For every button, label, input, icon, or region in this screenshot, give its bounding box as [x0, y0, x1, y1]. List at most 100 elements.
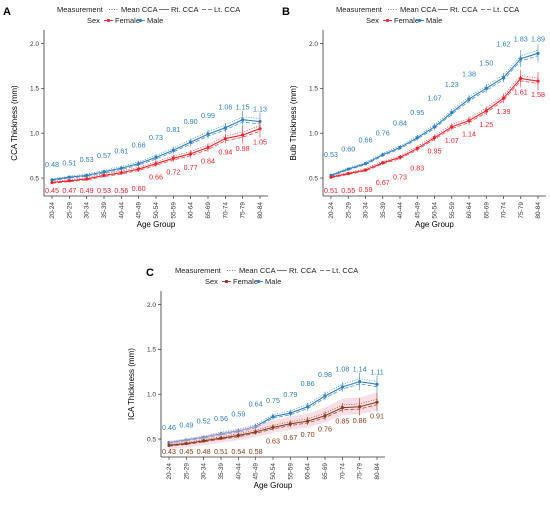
male-point: [340, 385, 344, 389]
female-point: [484, 109, 488, 113]
male-point: [206, 132, 210, 136]
male-point: [536, 51, 540, 55]
female-point: [432, 136, 437, 140]
female-data-label: 0.59: [359, 185, 373, 194]
x-tick-label: 55-59: [287, 463, 294, 480]
x-tick-label: 65-69: [205, 202, 212, 219]
female-point: [381, 161, 385, 165]
x-tick-label: 75-79: [518, 202, 525, 219]
female-data-label: 0.84: [201, 157, 215, 166]
female-data-label: 0.60: [132, 184, 146, 193]
x-tick-label: 55-59: [449, 202, 456, 219]
legend-measurement-item: Rt. CCA: [450, 5, 478, 14]
female-point: [236, 433, 240, 438]
panel-A: A Measurement Mean CCA Rt. CCA Lt. CCA Sex Fem…: [3, 5, 268, 229]
female-point: [85, 177, 89, 181]
y-tick-label: 1.0: [147, 391, 156, 398]
x-tick-label: 70-74: [501, 202, 508, 219]
male-data-label: 0.76: [376, 129, 390, 138]
male-point: [154, 155, 158, 160]
female-point: [271, 425, 275, 429]
x-tick-label: 60-64: [188, 202, 195, 219]
female-data-label: 0.70: [301, 430, 315, 439]
y-tick-label: 2.0: [309, 41, 318, 48]
legend-sex-item: Female: [233, 277, 258, 286]
female-point: [206, 145, 210, 150]
male-point: [223, 126, 227, 130]
male-data-label: 0.95: [410, 108, 424, 117]
male-data-label: 1.11: [370, 367, 383, 376]
male-data-label: 1.14: [353, 365, 367, 374]
female-data-label: 0.73: [393, 172, 407, 181]
male-point: [398, 145, 402, 150]
female-data-label: 1.39: [497, 107, 511, 116]
x-tick-label: 70-74: [339, 463, 346, 480]
male-point: [184, 438, 188, 442]
legend-sex-marker: [138, 18, 143, 23]
legend-measurement-item: Mean CCA: [121, 5, 158, 14]
y-tick-label: 1.0: [309, 130, 318, 137]
male-data-label: 0.61: [114, 147, 128, 156]
legend-measurement-item: Rt. CCA: [289, 266, 317, 275]
male-point: [254, 424, 258, 429]
male-point: [358, 380, 362, 384]
male-data-label: 1.38: [462, 69, 476, 78]
female-point: [184, 441, 188, 446]
male-data-label: 0.59: [231, 409, 245, 418]
x-tick-label: 40-44: [235, 463, 242, 480]
male-data-label: 1.13: [253, 105, 267, 114]
legend-sex-title: Sex: [366, 16, 379, 25]
x-axis-title: Age Group: [415, 220, 454, 229]
male-point: [450, 110, 454, 115]
male-point: [288, 411, 292, 415]
female-point: [219, 436, 223, 440]
female-data-label: 0.45: [45, 186, 59, 195]
female-point: [346, 171, 350, 176]
male-point: [467, 97, 471, 101]
male-point: [363, 162, 368, 166]
x-tick-label: 30-34: [201, 463, 208, 480]
male-data-label: 0.81: [166, 125, 180, 134]
female-point: [450, 125, 454, 129]
male-point: [381, 153, 385, 157]
legend-sex-title: Sex: [205, 277, 218, 286]
female-point: [329, 175, 333, 179]
male-data-label: 0.52: [197, 417, 211, 426]
y-tick-label: 2.0: [147, 302, 156, 309]
female-data-label: 1.14: [462, 130, 476, 139]
male-data-label: 1.50: [479, 59, 493, 68]
male-point: [519, 57, 523, 61]
female-point: [189, 152, 193, 156]
x-axis-title: Age Group: [254, 481, 293, 490]
female-ci-band: [169, 392, 377, 450]
legend-measurement-item: Rt. CCA: [171, 5, 199, 14]
female-data-label: 0.91: [370, 411, 384, 420]
x-tick-label: 75-79: [357, 463, 364, 480]
legend-sex-item: Male: [147, 16, 163, 25]
x-tick-label: 25-29: [183, 463, 190, 480]
legend-measurement-title: Measurement: [175, 266, 222, 275]
female-point: [375, 400, 379, 404]
male-data-label: 1.08: [335, 365, 349, 374]
panel-B: B Measurement Mean CCA Rt. CCA Lt. CCA Sex Fem…: [282, 5, 546, 229]
y-tick-label: 0.5: [147, 436, 156, 443]
male-data-label: 0.46: [162, 423, 176, 432]
x-tick-label: 75-79: [240, 202, 247, 219]
legend-sex-item: Male: [265, 277, 281, 286]
male-data-label: 0.73: [149, 133, 163, 142]
male-point: [415, 136, 419, 140]
female-point: [536, 79, 540, 83]
legend-sex-marker: [106, 18, 111, 23]
legend-sex-item: Female: [394, 16, 419, 25]
legend-sex-item: Male: [426, 16, 442, 25]
female-point: [306, 419, 310, 423]
legend-sex-title: Sex: [87, 16, 100, 25]
x-tick-label: 35-39: [101, 202, 108, 219]
x-tick-label: 80-84: [535, 202, 542, 219]
y-tick-label: 2.0: [30, 41, 39, 48]
male-data-label: 1.62: [497, 40, 511, 49]
x-tick-label: 65-69: [483, 202, 490, 219]
x-tick-label: 50-54: [153, 202, 160, 219]
male-point: [67, 175, 71, 179]
